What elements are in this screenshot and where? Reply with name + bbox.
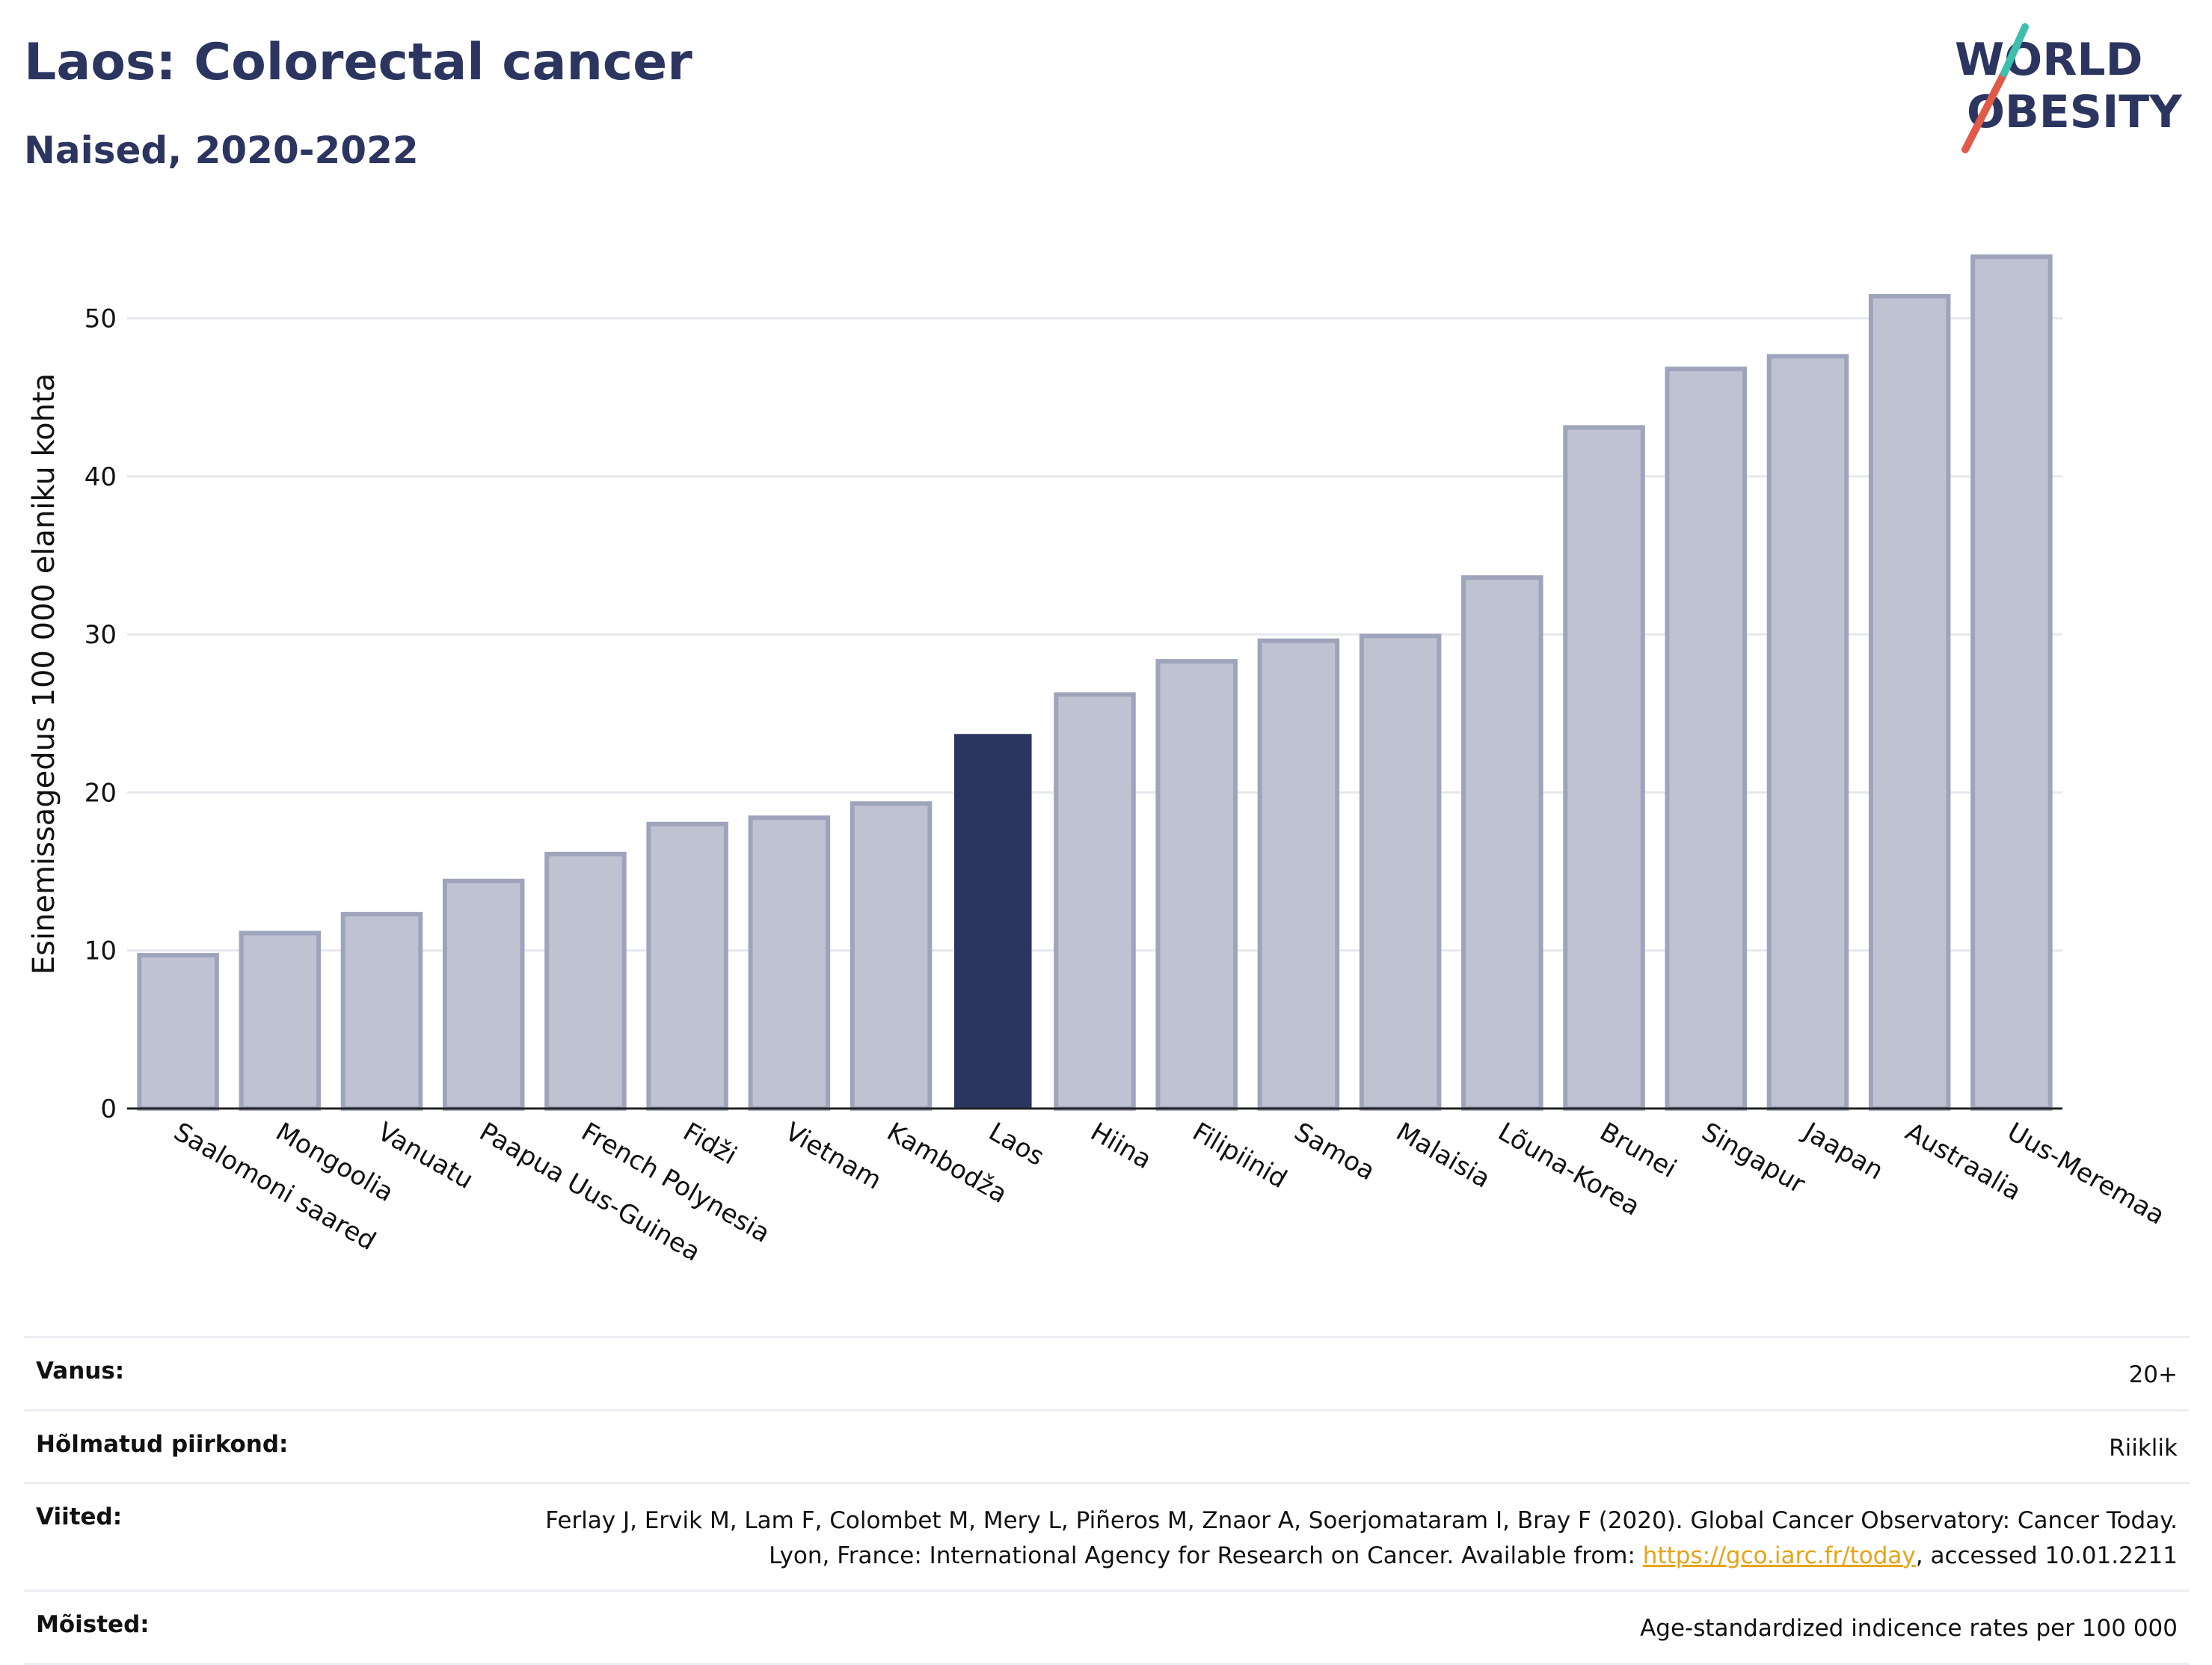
y-tick-label: 0 xyxy=(100,1094,117,1124)
info-row-age: Vanus: 20+ xyxy=(24,1336,2190,1409)
x-tick-label: Hiina xyxy=(1086,1117,1157,1175)
bar-malaisia xyxy=(1359,634,1442,1111)
x-tick-label: Filipiinid xyxy=(1188,1117,1292,1195)
bar-kambod-a xyxy=(850,801,933,1111)
y-tick-label: 10 xyxy=(85,936,117,966)
y-tick-label: 20 xyxy=(85,778,117,808)
info-row-coverage: Hõlmatud piirkond: Riiklik xyxy=(24,1408,2190,1482)
bar-saalomoni-saared xyxy=(137,953,219,1111)
info-value: Riiklik xyxy=(2109,1434,2178,1462)
bars xyxy=(137,254,2053,1111)
bar-samoa xyxy=(1257,638,1340,1111)
x-tick-label: Austraalia xyxy=(1900,1117,2026,1206)
x-tick-label: Singapur xyxy=(1697,1117,1810,1200)
bar-fid-i xyxy=(646,821,728,1111)
x-tick-label: Jaapan xyxy=(1797,1116,1888,1186)
reference-text-end: , accessed 10.01.2211 xyxy=(1915,1542,2178,1569)
logo-line2: OBESITY xyxy=(1967,86,2183,138)
info-row-definitions: Mõisted: Age-standardized indicence rate… xyxy=(24,1589,2190,1665)
reference-link[interactable]: https://gco.iarc.fr/today xyxy=(1642,1542,1916,1569)
chart-title: Laos: Colorectal cancer xyxy=(24,33,692,92)
bar-french-polynesia xyxy=(544,851,627,1111)
info-label: Viited: xyxy=(36,1503,123,1530)
y-tick-label: 30 xyxy=(85,620,117,650)
bar-vietnam xyxy=(748,815,831,1111)
info-value: 20+ xyxy=(2128,1361,2178,1388)
bar-uus-meremaa xyxy=(1970,254,2053,1111)
y-tick-label: 50 xyxy=(85,304,117,334)
info-value: Age-standardized indicence rates per 100… xyxy=(1640,1615,2178,1642)
info-row-references: Viited: Ferlay J, Ervik M, Lam F, Colomb… xyxy=(24,1482,2190,1589)
info-table: Vanus: 20+ Hõlmatud piirkond: Riiklik Vi… xyxy=(24,1336,2190,1665)
chart-subtitle: Naised, 2020-2022 xyxy=(24,129,419,172)
y-tick-labels: 0 10 20 30 40 50 xyxy=(85,304,117,1124)
logo-line1: WORLD xyxy=(1955,34,2142,86)
bar-hiina xyxy=(1054,692,1136,1111)
info-label: Vanus: xyxy=(36,1358,125,1385)
bar-vanuatu xyxy=(340,912,423,1111)
bar-austraalia xyxy=(1868,294,1951,1111)
world-obesity-logo: WORLD OBESITY xyxy=(1944,22,2199,157)
info-label: Mõisted: xyxy=(36,1611,150,1638)
x-tick-label: Laos xyxy=(983,1117,1049,1172)
bar-paapua-uus-guinea xyxy=(442,878,525,1111)
y-axis-label: Esinemissagedus 100 000 elaniku kohta xyxy=(27,373,61,975)
bar-laos xyxy=(954,734,1032,1109)
bar-singapur xyxy=(1665,367,1748,1111)
info-label: Hõlmatud piirkond: xyxy=(36,1430,289,1458)
reference-text: Ferlay J, Ervik M, Lam F, Colombet M, Me… xyxy=(545,1507,2178,1569)
bar-l-una-korea xyxy=(1461,575,1543,1111)
x-tick-label: Uus-Meremaa xyxy=(2002,1117,2169,1230)
logo-slash-teal xyxy=(2000,23,2029,77)
x-tick-label: Samoa xyxy=(1289,1117,1380,1186)
y-tick-label: 40 xyxy=(85,462,117,492)
x-tick-label: Malaisia xyxy=(1391,1117,1495,1195)
x-tick-label: Fidži xyxy=(678,1117,742,1171)
info-value: Ferlay J, Ervik M, Lam F, Colombet M, Me… xyxy=(532,1503,2178,1573)
bar-brunei xyxy=(1563,425,1645,1111)
bar-jaapan xyxy=(1766,354,1849,1111)
bar-filipiinid xyxy=(1155,659,1238,1111)
x-tick-label: Vietnam xyxy=(780,1117,887,1196)
bar-mongoolia xyxy=(239,930,322,1111)
logo-slash-red xyxy=(1961,70,2008,153)
bar-chart: 0 10 20 30 40 50 Saalomoni saared Mongoolia Van… xyxy=(0,194,2212,1331)
